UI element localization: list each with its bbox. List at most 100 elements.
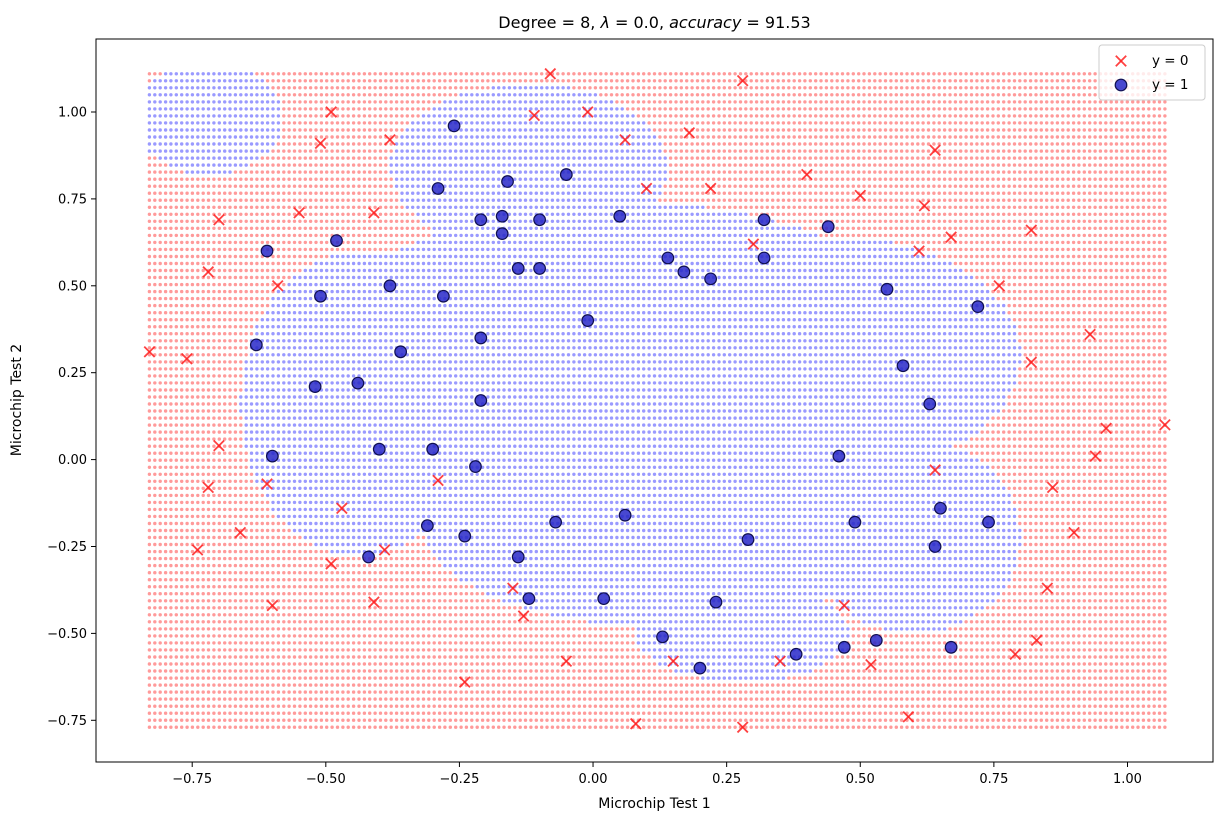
legend-x-symbol (1115, 55, 1127, 67)
point-y1 (260, 244, 274, 258)
point-y1 (474, 213, 488, 227)
point-y1 (436, 289, 450, 303)
point-y0 (261, 478, 273, 490)
point-y1 (495, 209, 509, 223)
point-y1 (549, 515, 563, 529)
point-y1 (704, 272, 718, 286)
point-y1 (613, 209, 627, 223)
point-y0 (213, 439, 225, 452)
point-y1 (923, 397, 937, 411)
point-y0 (368, 206, 380, 219)
point-y0 (736, 721, 749, 734)
point-y0 (918, 200, 931, 212)
point-y0 (314, 137, 327, 150)
point-y0 (458, 676, 471, 688)
title-suffix: = 91.53 (741, 13, 810, 32)
title-prefix: Degree = 8, (498, 13, 600, 32)
point-y0 (384, 133, 396, 146)
point-y0 (902, 710, 915, 723)
region-class-0 (147, 72, 1167, 729)
point-y0 (1084, 328, 1096, 341)
x-tick-label: 0.00 (579, 772, 608, 787)
point-y0 (1025, 224, 1038, 237)
point-y0 (271, 279, 284, 292)
point-y0 (838, 599, 851, 612)
point-y1 (330, 234, 343, 248)
point-y1 (832, 449, 846, 463)
point-y1 (789, 647, 803, 661)
x-tick-label: −0.50 (306, 772, 346, 787)
point-y1 (308, 380, 322, 393)
point-y0 (683, 127, 696, 139)
point-y0 (993, 279, 1006, 292)
point-y0 (1046, 481, 1059, 494)
point-y1 (533, 262, 546, 275)
point-y0 (929, 464, 941, 476)
point-y0 (143, 346, 156, 358)
point-y0 (325, 106, 337, 118)
x-tick-label: 0.50 (846, 772, 875, 787)
point-y1 (693, 661, 707, 675)
point-y0 (266, 599, 279, 612)
title-accuracy-word: accuracy (669, 13, 742, 32)
legend-label-y0: y = 0 (1152, 53, 1188, 69)
point-y0 (517, 610, 530, 622)
point-y0 (336, 502, 348, 515)
y-axis-label: Microchip Test 2 (9, 344, 25, 456)
point-y0 (368, 596, 380, 608)
point-y0 (560, 655, 573, 668)
point-y0 (581, 106, 594, 118)
region-class-1 (147, 72, 1022, 680)
point-y0 (181, 352, 193, 365)
point-y0 (1009, 648, 1022, 661)
point-y1 (533, 213, 546, 227)
legend: y = 0 y = 1 (1098, 44, 1206, 101)
point-y1 (896, 359, 910, 373)
y-tick-label: 0.75 (58, 192, 87, 207)
point-y0 (1089, 450, 1102, 462)
point-y1 (495, 227, 509, 241)
point-y0 (1100, 422, 1112, 435)
point-y0 (945, 231, 957, 243)
point-y0 (640, 182, 653, 195)
point-y1 (249, 338, 263, 352)
point-y1 (837, 640, 851, 654)
point-y1 (741, 533, 755, 546)
point-y0 (432, 474, 444, 487)
point-y1 (848, 515, 862, 529)
point-y0 (629, 717, 642, 730)
point-y0 (234, 526, 247, 539)
point-y1 (757, 251, 771, 265)
point-y0 (736, 74, 749, 87)
point-y0 (854, 189, 867, 202)
point-y1 (362, 550, 375, 564)
y-tick-label: 1.00 (58, 105, 87, 120)
point-y0 (544, 67, 557, 80)
point-y1 (511, 262, 525, 275)
point-y1 (469, 460, 482, 473)
point-y0 (202, 266, 215, 278)
point-y1 (394, 345, 408, 359)
point-y0 (325, 558, 337, 570)
point-y1 (709, 595, 723, 609)
chart-title: Degree = 8, λ = 0.0, accuracy = 91.53 (498, 13, 810, 32)
point-y0 (865, 658, 877, 671)
point-y1 (458, 529, 472, 543)
point-y0 (913, 245, 925, 257)
legend-o-symbol (1114, 78, 1128, 92)
point-y0 (667, 655, 680, 668)
point-y1 (934, 501, 947, 515)
point-y1 (928, 540, 942, 553)
x-tick-label: 0.75 (979, 772, 1008, 787)
point-y1 (656, 630, 669, 644)
point-y0 (507, 582, 519, 595)
y-tick-label: 0.50 (58, 279, 87, 294)
point-y0 (1030, 634, 1043, 647)
legend-label-y1: y = 1 (1152, 77, 1188, 93)
y-tick-label: −0.25 (47, 540, 87, 555)
point-y1 (757, 213, 771, 227)
point-y1 (880, 282, 894, 296)
title-middle: = 0.0, (610, 13, 669, 32)
point-y1 (383, 279, 397, 293)
